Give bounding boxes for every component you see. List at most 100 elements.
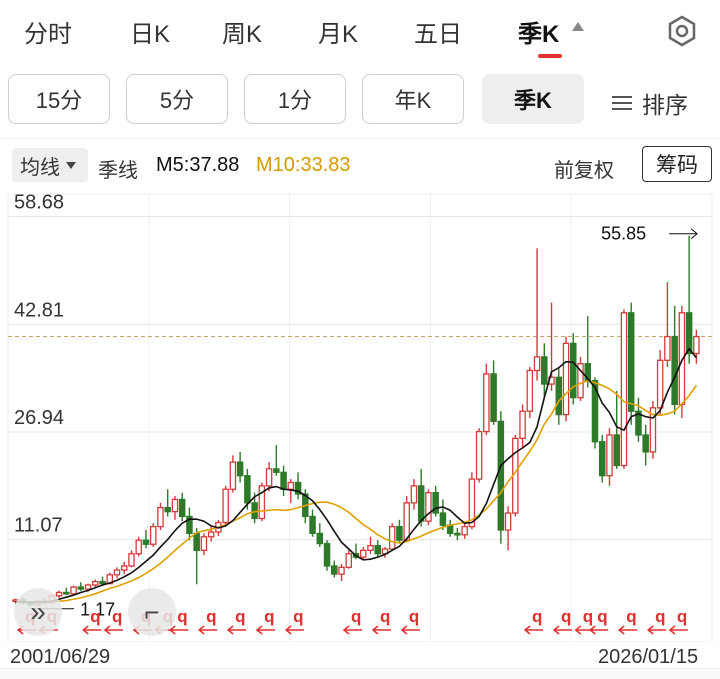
tab-five-day[interactable]: 五日 [414,21,462,48]
candle-body [222,488,229,524]
period-button-row: 15分 5分 1分 年K 季K 排序 [0,72,720,128]
candle-body [432,492,439,514]
sort-button[interactable]: 排序 [612,86,688,120]
tab-intraday[interactable]: 分时 [24,21,72,48]
caret-up-icon[interactable] [572,22,584,31]
fullscreen-fab[interactable]: ⌐ [128,588,176,636]
event-marker: q [597,607,607,626]
candle-body [359,549,367,558]
candle-body [577,363,584,399]
candle-body [374,544,381,555]
event-marker: q [351,607,361,626]
chart-period-tabs: 分时 日K 周K 月K 五日 季K [0,0,720,64]
max-price-label: 55.85 [601,224,646,244]
candle-body [649,407,657,453]
event-marker: q [235,607,245,626]
period-15min-button[interactable]: 15分 [8,74,110,124]
candle-body [331,565,338,575]
moving-averages [15,347,698,604]
ma-period-name: 季线 [98,160,138,182]
candle-body [244,475,251,504]
event-arrow-head [371,625,379,635]
event-arrow-head [574,625,582,635]
candle-body [280,471,287,490]
period-1min-button[interactable]: 1分 [244,74,346,124]
candle-body [526,369,534,412]
candle-body [562,342,570,416]
candle-body [77,586,85,590]
sort-label: 排序 [642,92,688,118]
candle-body [251,502,258,520]
candle-body [367,544,374,552]
chip-distribution-button[interactable]: 筹码 [642,146,712,182]
y-tick-label: 26.94 [14,407,64,429]
event-arrow-head [226,625,234,635]
candle-body [570,342,577,399]
event-arrow-head [82,625,89,635]
period-year-k-button[interactable]: 年K [362,74,464,124]
tab-weekly-k[interactable]: 周K [222,21,263,48]
candle-body [309,515,316,535]
double-chevron-icon: » [30,596,46,627]
event-arrow-head [400,625,408,635]
candle-body [613,434,620,467]
candle-body [345,553,353,568]
fullscreen-icon: ⌐ [144,596,160,627]
event-arrow-head [617,625,625,635]
period-5min-button[interactable]: 5分 [126,74,228,124]
event-marker: q [655,607,665,626]
candle-body [316,532,324,545]
candle-body [84,584,92,590]
event-marker: q [293,607,303,626]
candle-body [258,485,266,520]
candle-body [200,536,208,552]
event-marker: q [90,607,100,626]
event-arrow-head [284,625,292,635]
candle-body [403,502,410,541]
event-marker: q [626,607,636,626]
event-marker: q [677,607,687,626]
candle-body [664,335,671,361]
event-arrow-head [255,625,263,635]
candle-body [171,498,179,513]
tab-monthly-k[interactable]: 月K [318,21,359,48]
min-price-label: 1.17 [80,600,115,620]
candle-body [461,525,468,536]
ma-select-dropdown[interactable]: 均线 [12,148,88,182]
ma5-value: M5:37.88 [156,154,240,176]
candle-body [533,356,541,372]
event-markers: qqqqqqqqqqqqqqqqqqqqq [16,607,688,635]
candle-body [186,515,193,535]
candle-body [656,359,664,409]
event-arrow-head [552,625,560,635]
tab-daily-k[interactable]: 日K [130,21,171,48]
event-arrow-head [342,625,350,635]
candle-body [635,410,642,436]
event-marker: q [583,607,593,626]
candles [12,235,700,607]
event-arrow-head [646,625,654,635]
candle-body [693,335,700,355]
y-tick-label: 11.07 [14,515,63,537]
event-marker: q [561,607,571,626]
adjust-mode[interactable]: 前复权 [554,160,614,182]
candle-body [504,512,512,531]
candle-body [468,478,476,528]
candle-body [149,525,157,545]
candle-body [135,539,142,555]
period-quarter-k-button[interactable]: 季K [482,74,584,124]
event-marker: q [206,607,216,626]
event-marker: q [532,607,542,626]
candle-body [63,591,70,595]
candle-body [229,461,237,490]
tab-quarterly-k[interactable]: 季K [518,21,560,48]
candle-body [287,481,295,490]
ma10-line [15,379,698,603]
event-arrow-head [197,625,205,635]
chart-grid [7,193,713,642]
collapse-fab[interactable]: » [14,588,62,636]
settings-icon[interactable] [664,13,700,49]
candle-body [92,580,99,586]
candle-body [55,591,63,597]
